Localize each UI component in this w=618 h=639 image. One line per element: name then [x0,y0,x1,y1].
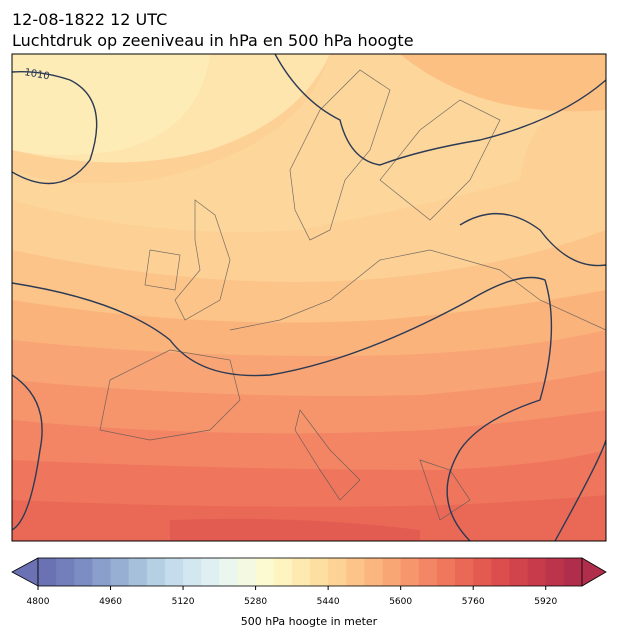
colorbar-tick-label: 5120 [172,597,195,607]
colorbar-swatch [455,558,474,586]
colorbar-tick-label: 4800 [27,597,50,607]
colorbar-swatch [364,558,384,586]
colorbar-tick-label: 4960 [99,597,122,607]
map-frame [11,53,607,542]
colorbar-tick-label: 5440 [317,597,340,607]
colorbar-swatch [291,558,311,586]
colorbar-swatch [473,558,492,586]
colorbar-swatch [328,558,347,586]
colorbar-swatch [527,558,547,586]
colorbar-swatch [183,558,202,586]
colorbar-swatch [545,558,565,586]
isobar-label: 1010 [23,67,50,82]
colorbar-swatch [146,558,166,586]
colorbar-label: 500 hPa hoogte in meter [241,615,378,628]
colorbar-swatch [491,558,510,586]
colorbar-swatch [273,558,293,586]
subtitle: Luchtdruk op zeeniveau in hPa en 500 hPa… [12,31,414,50]
colorbar-swatch [400,558,420,586]
colorbar-swatch [219,558,238,586]
map-area: 1010 [12,54,606,541]
colorbar-swatch [237,558,257,586]
colorbar-swatch [92,558,112,586]
colorbar-swatch [38,558,57,586]
colorbar-tick-label: 5600 [389,597,412,607]
colorbar-tick-label: 5920 [534,597,557,607]
colorbar-swatch [310,558,329,586]
colorbar-swatch [346,558,365,586]
colorbar-swatch [128,558,148,586]
colorbar-swatch [56,558,75,586]
colorbar-tick-label: 5280 [244,597,267,607]
colorbar-swatch [74,558,93,586]
colorbar-tick-label: 5760 [462,597,485,607]
colorbar-swatch [382,558,402,586]
colorbar-frame [37,557,583,587]
colorbar: 4800 4960 5120 5280 5440 5600 5760 5920 [11,557,607,607]
colorbar-swatch [509,558,529,586]
colorbar-extend-low [11,557,39,587]
colorbar-swatch [110,558,130,586]
colorbar-swatch [164,558,184,586]
colorbar-swatch [201,558,220,586]
colorbar-extend-high [581,557,607,587]
colorbar-swatch [255,558,275,586]
colorbar-swatch [563,558,583,586]
title: 12-08-1822 12 UTC [12,10,167,29]
colorbar-swatch [418,558,438,586]
colorbar-swatch [436,558,456,586]
